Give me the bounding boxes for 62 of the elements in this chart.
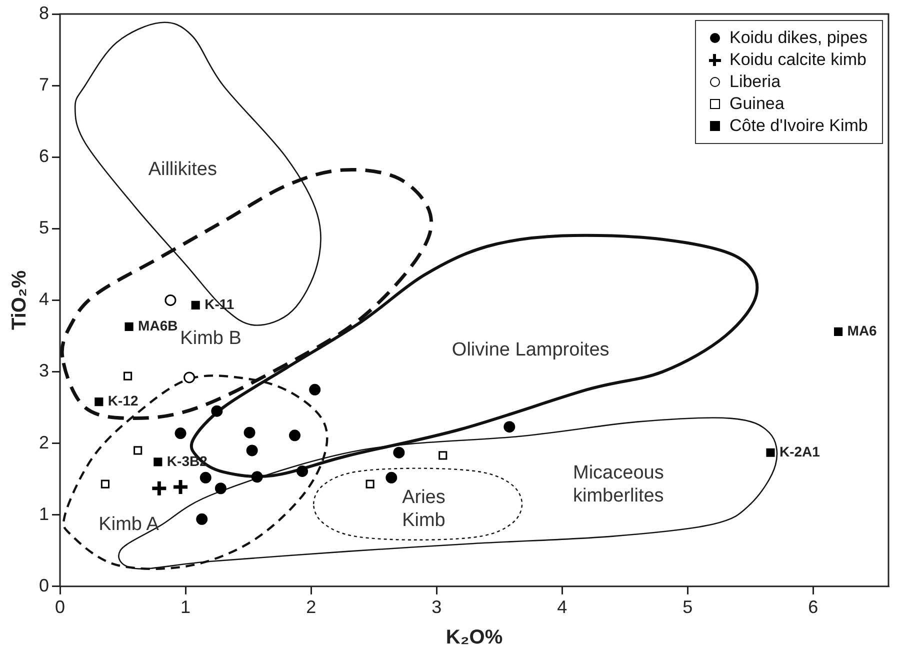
point: [296, 465, 308, 477]
x-tick-label: 4: [557, 597, 568, 618]
x-tick-label: 2: [306, 597, 316, 618]
annotation: MA6B: [138, 318, 178, 334]
point: [191, 300, 200, 310]
y-tick-label: 7: [38, 74, 50, 95]
point: [393, 446, 405, 458]
x-axis-title: K₂O%: [446, 626, 503, 649]
y-tick-label: 4: [38, 289, 50, 310]
point: [172, 478, 190, 496]
y-tick-label: 2: [38, 432, 50, 452]
point: [94, 398, 104, 406]
x-tick-label: 1: [180, 597, 191, 618]
annotation: Aries Kimb: [402, 486, 446, 531]
point: [124, 372, 132, 380]
legend-label: Côte d'Ivoire Kimb: [730, 115, 868, 137]
y-tick-label: 8: [38, 2, 50, 23]
point: [134, 446, 142, 455]
point: [184, 372, 196, 384]
point: [164, 294, 176, 306]
annotation: MA6: [847, 322, 878, 339]
point: [246, 444, 258, 456]
point: [386, 472, 398, 484]
x-tick-label: 5: [682, 597, 693, 618]
legend-label: Koidu dikes, pipes: [730, 27, 868, 49]
y-tick-label: 3: [38, 360, 50, 381]
x-tick-label: 6: [808, 597, 818, 618]
y-tick-label: 6: [38, 146, 50, 166]
x-tick-label: 0: [55, 597, 66, 618]
point: [150, 480, 168, 498]
point: [174, 428, 186, 440]
annotation: Aillikites: [148, 159, 217, 180]
point: [289, 430, 300, 442]
legend-label: Koidu calcite kimb: [730, 49, 867, 71]
legend-label: Guinea: [730, 93, 784, 115]
annotation: Olivine Lamproites: [452, 340, 610, 361]
annotation: Micaceous kimberlites: [573, 462, 664, 507]
point: [214, 482, 226, 494]
point: [200, 472, 212, 484]
annotation: Kimb B: [180, 328, 242, 350]
point: [504, 421, 516, 433]
point: [366, 480, 374, 488]
point: [124, 322, 134, 331]
point: [100, 480, 110, 488]
annotation: K-12: [108, 392, 138, 409]
legend-label: Liberia: [730, 71, 781, 93]
y-axis-title: TiO₂%: [8, 270, 31, 330]
y-tick-label: 1: [38, 504, 50, 524]
point: [196, 513, 208, 525]
point: [211, 405, 223, 417]
point: [154, 458, 162, 466]
point: [251, 471, 263, 483]
y-tick-label: 5: [38, 218, 50, 238]
point: [244, 426, 256, 438]
point: [766, 448, 775, 457]
x-tick-label: 3: [432, 597, 442, 618]
point: [438, 451, 448, 460]
annotation: Kimb A: [98, 514, 160, 536]
point: [834, 327, 843, 336]
point: [309, 384, 321, 396]
y-tick-label: 0: [38, 575, 50, 596]
annotation: K-2A1: [780, 443, 820, 460]
